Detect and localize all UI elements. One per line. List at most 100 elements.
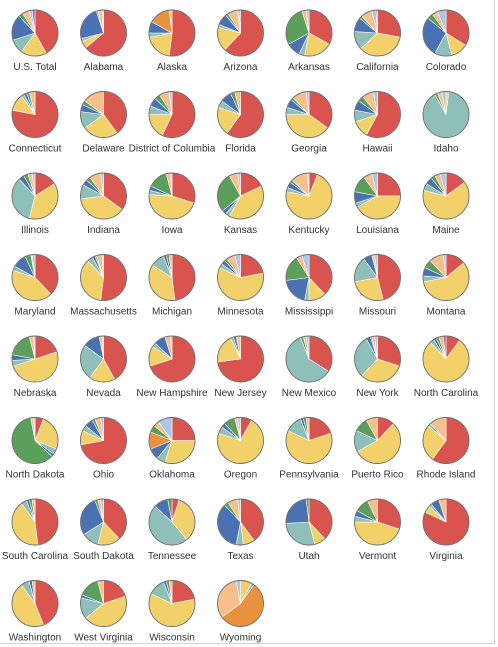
pie-wisconsin[interactable]: Wisconsin	[148, 580, 196, 644]
pie-outline	[285, 498, 333, 546]
pie-outline	[11, 335, 59, 383]
pie-ohio[interactable]: Ohio	[80, 417, 127, 481]
pie-georgia[interactable]: Georgia	[285, 91, 333, 155]
pie-slice[interactable]	[285, 498, 310, 524]
pie-california[interactable]: California	[354, 9, 401, 73]
pie-rhode-island[interactable]: Rhode Island	[417, 417, 476, 481]
pie-label: North Carolina	[414, 388, 479, 399]
pie-slice[interactable]	[100, 254, 127, 301]
pie-label: U.S. Total	[13, 62, 56, 73]
pie-tennessee[interactable]: Tennessee	[148, 498, 197, 562]
pie-south-carolina[interactable]: South Carolina	[2, 498, 69, 562]
pie-slice[interactable]	[168, 9, 196, 57]
pie-iowa[interactable]: Iowa	[148, 172, 196, 236]
pie-outline	[354, 498, 401, 546]
pie-new-mexico[interactable]: New Mexico	[282, 335, 337, 399]
pie-missouri[interactable]: Missouri	[354, 254, 401, 318]
pie-west-virginia[interactable]: West Virginia	[74, 580, 133, 644]
pie-label: Arkansas	[288, 62, 330, 73]
pie-north-carolina[interactable]: North Carolina	[414, 335, 479, 399]
pie-label: South Carolina	[2, 551, 69, 562]
pie-label: Kentucky	[288, 225, 329, 236]
pie-outline	[285, 254, 333, 301]
pie-outline	[217, 91, 264, 138]
pie-florida[interactable]: Florida	[217, 91, 264, 155]
pie-outline	[217, 9, 264, 57]
pie-label: Missouri	[359, 307, 396, 318]
pie-delaware[interactable]: Delaware	[80, 91, 127, 155]
pie-outline	[80, 9, 127, 57]
pie-outline	[217, 580, 264, 627]
pie-washington[interactable]: Washington	[9, 580, 61, 643]
pie-slice[interactable]	[285, 277, 310, 301]
pie-label: District of Columbia	[129, 144, 216, 155]
pie-label: Alaska	[157, 62, 187, 73]
pie-slice[interactable]	[171, 254, 196, 301]
pie-label: Indiana	[87, 225, 120, 236]
pie-north-dakota[interactable]: North Dakota	[6, 417, 65, 481]
pie-label: Florida	[225, 144, 256, 155]
pie-indiana[interactable]: Indiana	[80, 172, 127, 236]
pie-arizona[interactable]: Arizona	[217, 9, 264, 73]
pie-district-of-columbia[interactable]: District of Columbia	[129, 91, 216, 155]
frame-right-border	[494, 0, 495, 643]
pie-outline	[11, 172, 59, 220]
pie-outline	[148, 254, 196, 301]
pie-outline	[422, 335, 470, 383]
pie-outline	[217, 417, 264, 464]
pie-u-s-total[interactable]: U.S. Total	[11, 9, 59, 73]
pie-maryland[interactable]: Maryland	[11, 254, 59, 318]
pie-label: Puerto Rico	[351, 470, 404, 481]
pie-alaska[interactable]: Alaska	[148, 9, 196, 73]
pie-outline	[354, 9, 401, 57]
pie-colorado[interactable]: Colorado	[422, 9, 470, 73]
pie-connecticut[interactable]: Connecticut	[9, 91, 62, 155]
pie-outline	[11, 498, 59, 546]
pie-texas[interactable]: Texas	[217, 498, 264, 562]
pie-oregon[interactable]: Oregon	[217, 417, 264, 481]
pie-pennsylvania[interactable]: Pennsylvania	[279, 417, 339, 481]
pie-label: New Hampshire	[136, 388, 208, 399]
pie-south-dakota[interactable]: South Dakota	[73, 498, 134, 562]
pie-label: Utah	[298, 551, 319, 562]
pie-massachusetts[interactable]: Massachusetts	[70, 254, 137, 318]
pie-hawaii[interactable]: Hawaii	[354, 91, 401, 155]
pie-michigan[interactable]: Michigan	[148, 254, 196, 318]
pie-oklahoma[interactable]: Oklahoma	[148, 417, 196, 481]
pie-minnesota[interactable]: Minnesota	[217, 254, 264, 318]
frame-bottom-border	[0, 643, 495, 644]
pie-slice[interactable]	[377, 9, 401, 38]
pie-vermont[interactable]: Vermont	[354, 498, 401, 562]
pie-kentucky[interactable]: Kentucky	[285, 172, 333, 236]
pie-mississippi[interactable]: Mississippi	[285, 254, 333, 318]
pie-puerto-rico[interactable]: Puerto Rico	[351, 417, 404, 481]
pie-new-hampshire[interactable]: New Hampshire	[136, 335, 208, 399]
pie-montana[interactable]: Montana	[422, 254, 470, 318]
pie-nevada[interactable]: Nevada	[80, 335, 127, 399]
pie-idaho[interactable]: Idaho	[422, 91, 470, 155]
pie-label: Wisconsin	[149, 633, 195, 644]
pie-outline	[148, 335, 196, 383]
pie-new-jersey[interactable]: New Jersey	[214, 335, 267, 399]
pie-outline	[11, 254, 59, 301]
pie-outline	[11, 9, 59, 57]
pie-illinois[interactable]: Illinois	[11, 172, 59, 236]
pie-label: Minnesota	[217, 307, 264, 318]
pie-alabama[interactable]: Alabama	[80, 9, 127, 73]
pie-outline	[285, 172, 333, 220]
pie-arkansas[interactable]: Arkansas	[285, 9, 333, 73]
pie-kansas[interactable]: Kansas	[217, 172, 264, 236]
pie-label: Wyoming	[220, 633, 262, 644]
pie-outline	[354, 91, 401, 138]
pie-label: Massachusetts	[70, 307, 137, 318]
pie-utah[interactable]: Utah	[285, 498, 333, 562]
pie-maine[interactable]: Maine	[422, 172, 470, 236]
pie-wyoming[interactable]: Wyoming	[217, 580, 264, 644]
pie-new-york[interactable]: New York	[354, 335, 401, 399]
pie-louisiana[interactable]: Louisiana	[354, 172, 401, 236]
pie-nebraska[interactable]: Nebraska	[11, 335, 59, 399]
pie-slice[interactable]	[34, 498, 59, 546]
pie-outline	[148, 91, 196, 138]
pie-virginia[interactable]: Virginia	[422, 498, 470, 562]
